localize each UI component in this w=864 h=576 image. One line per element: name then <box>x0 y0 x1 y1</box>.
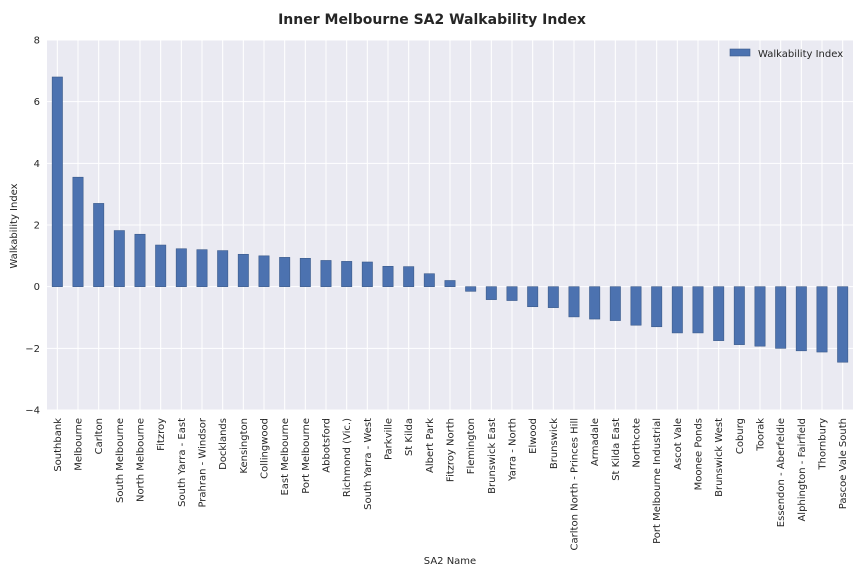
x-tick-label: Yarra - North <box>508 418 519 482</box>
y-axis-label: Walkability Index <box>9 183 20 268</box>
bar <box>713 286 725 341</box>
y-tick-label: −4 <box>25 406 40 417</box>
bar <box>279 257 291 287</box>
bar <box>403 266 415 287</box>
bar <box>589 286 601 320</box>
x-tick-label: Albert Park <box>425 418 436 473</box>
bar <box>527 286 539 308</box>
x-tick-label: Brunswick West <box>714 418 725 497</box>
chart-title: Inner Melbourne SA2 Walkability Index <box>278 12 586 28</box>
x-tick-label: Thornbury <box>818 418 829 471</box>
bar <box>837 286 849 363</box>
legend-label: Walkability Index <box>758 49 843 60</box>
bar <box>423 273 435 287</box>
x-tick-label: St Kilda East <box>611 418 622 481</box>
x-tick-label: Collingwood <box>260 418 271 479</box>
bar <box>506 286 518 301</box>
bars-group <box>51 76 849 363</box>
x-tick-label: Southbank <box>53 418 64 472</box>
x-tick-label: Elwood <box>528 418 539 454</box>
bar <box>361 261 373 287</box>
x-tick-label: Fitzroy <box>156 418 167 451</box>
bar <box>155 244 167 287</box>
bar <box>485 286 497 300</box>
bar <box>568 286 580 318</box>
x-tick-label: Carlton North - Princes Hill <box>570 418 581 550</box>
bar <box>217 250 229 287</box>
x-tick-label: South Yarra - West <box>363 418 374 510</box>
x-tick-label: Toorak <box>756 418 767 452</box>
x-axis-label: SA2 Name <box>424 556 476 567</box>
bar <box>609 286 621 321</box>
bar <box>816 286 828 353</box>
bar <box>134 233 146 287</box>
x-tick-label: Fitzroy North <box>446 418 457 482</box>
y-tick-label: 2 <box>34 221 40 232</box>
x-tick-label: South Yarra - East <box>177 418 188 507</box>
x-tick-label: Parkville <box>384 418 395 460</box>
y-tick-label: −2 <box>25 344 40 355</box>
bar <box>465 286 477 292</box>
x-tick-label: Melbourne <box>74 418 85 471</box>
y-tick-label: 0 <box>34 282 40 293</box>
x-tick-label: Pascoe Vale South <box>838 418 849 509</box>
bar <box>196 249 208 287</box>
bar <box>93 203 105 287</box>
bar <box>651 286 663 328</box>
x-tick-label: Alphington - Fairfield <box>797 418 808 522</box>
x-tick-label: South Melbourne <box>115 418 126 503</box>
x-tick-label: Northcote <box>632 418 643 468</box>
x-tick-label: Port Melbourne Industrial <box>652 418 663 544</box>
bar <box>630 286 642 326</box>
bar <box>320 260 332 287</box>
x-tick-label: Coburg <box>735 418 746 454</box>
x-tick-label: Kensington <box>239 418 250 474</box>
y-tick-label: 4 <box>34 159 40 170</box>
legend: Walkability Index <box>729 48 843 60</box>
x-tick-label: North Melbourne <box>136 418 147 502</box>
x-tick-label: St Kilda <box>404 418 415 456</box>
bar <box>547 286 559 308</box>
y-tick-label: 8 <box>34 36 40 47</box>
x-tick-label: Abbotsford <box>322 418 333 473</box>
bar <box>382 266 394 287</box>
bar <box>113 230 125 287</box>
x-tick-label: Ascot Vale <box>673 418 684 470</box>
legend-swatch <box>729 48 751 57</box>
bar <box>775 286 787 349</box>
x-tick-label: Port Melbourne <box>301 418 312 494</box>
bar <box>692 286 704 334</box>
bar <box>72 176 84 287</box>
x-tick-label: Brunswick East <box>487 418 498 494</box>
bar <box>299 257 311 287</box>
x-tick-label: Moonee Ponds <box>694 418 705 490</box>
x-tick-label: Flemington <box>466 418 477 474</box>
x-tick-label: East Melbourne <box>280 418 291 496</box>
x-tick-label: Brunswick <box>549 418 560 469</box>
bar <box>341 261 353 287</box>
y-tick-label: 6 <box>34 97 40 108</box>
x-tick-label: Richmond (Vic.) <box>342 418 353 497</box>
x-tick-label: Docklands <box>218 418 229 470</box>
bar <box>51 76 63 287</box>
y-axis-ticks: 8 6 4 2 0 −2 −4 <box>25 36 40 417</box>
x-axis-ticks: Southbank Melbourne Carlton South Melbourne… <box>53 417 849 550</box>
bar <box>175 248 187 287</box>
bar <box>754 286 766 347</box>
x-tick-label: Essendon - Aberfeldie <box>776 418 787 527</box>
bar <box>733 286 745 345</box>
x-tick-label: Armadale <box>590 418 601 466</box>
x-tick-label: Prahran - Windsor <box>198 417 209 507</box>
bar <box>258 255 270 287</box>
x-tick-label: Carlton <box>94 418 105 454</box>
bar <box>237 253 249 287</box>
bar <box>444 280 456 287</box>
bar <box>795 286 807 352</box>
bar <box>671 286 683 334</box>
